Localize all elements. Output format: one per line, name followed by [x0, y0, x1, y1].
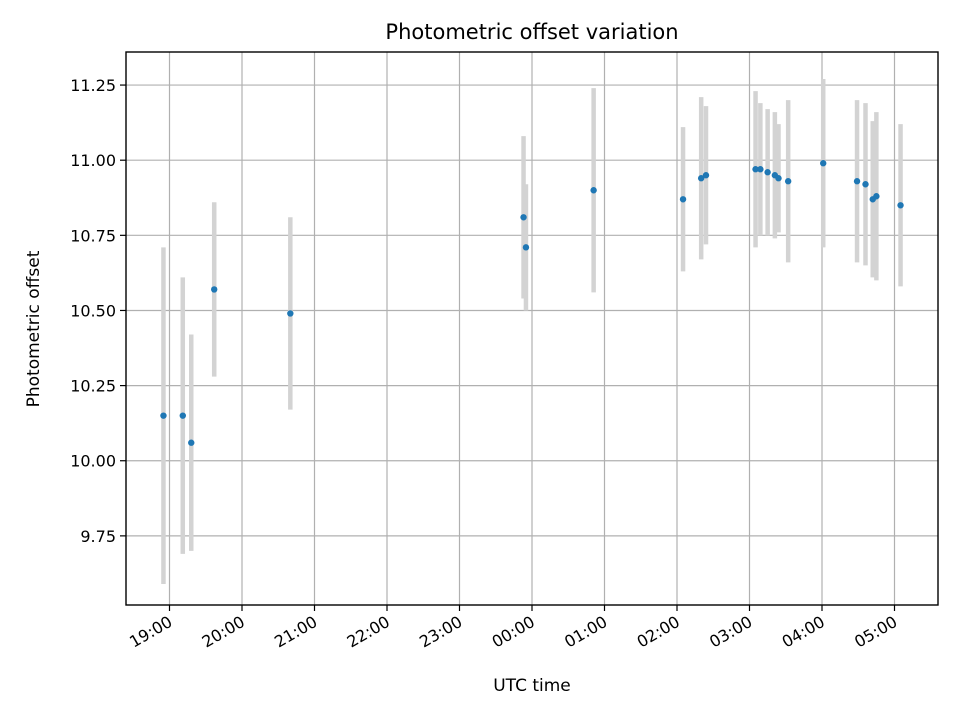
- x-tick-label: 22:00: [344, 612, 393, 652]
- data-point: [873, 193, 880, 200]
- y-axis-label: Photometric offset: [24, 250, 44, 407]
- y-tick-label: 10.75: [70, 226, 116, 245]
- data-point: [287, 310, 294, 317]
- x-tick-label: 21:00: [271, 612, 320, 652]
- data-points: [160, 160, 904, 446]
- y-tick-label: 10.50: [70, 301, 116, 320]
- x-tick-label: 23:00: [416, 612, 465, 652]
- y-tick-label: 11.25: [70, 76, 116, 95]
- data-point: [897, 202, 904, 209]
- data-point: [520, 214, 527, 221]
- x-tick-label: 01:00: [561, 612, 610, 652]
- data-point: [702, 172, 710, 179]
- x-tick-label: 20:00: [199, 612, 248, 652]
- data-point: [764, 169, 771, 176]
- x-tick-label: 02:00: [634, 612, 683, 652]
- grid-lines: [126, 52, 938, 605]
- x-tick-label: 04:00: [779, 612, 828, 652]
- data-point: [820, 160, 827, 167]
- data-point: [679, 196, 687, 203]
- y-tick-label: 11.00: [70, 151, 116, 170]
- data-point: [590, 187, 597, 194]
- x-tick-label: 00:00: [489, 612, 538, 652]
- y-tick-label: 10.00: [70, 452, 116, 471]
- data-point: [211, 286, 218, 293]
- y-tick-label: 10.25: [70, 377, 116, 396]
- y-axis-ticks: 9.75 10.00 10.25 10.50 10.75 11.00 11.25: [70, 76, 126, 546]
- data-point: [853, 178, 861, 185]
- data-point: [862, 181, 869, 188]
- data-point: [775, 175, 782, 182]
- data-point: [697, 175, 705, 182]
- data-point: [752, 166, 759, 173]
- data-point: [757, 166, 764, 173]
- data-point: [160, 412, 167, 419]
- x-tick-label: 05:00: [851, 612, 900, 652]
- y-tick-label: 9.75: [80, 527, 116, 546]
- chart-title: Photometric offset variation: [385, 20, 678, 44]
- x-axis-ticks: 19:00 20:00 21:00 22:00 23:00 00:00 01:00 02:00…: [126, 605, 901, 652]
- x-axis-label: UTC time: [493, 676, 571, 696]
- data-point: [522, 244, 530, 251]
- data-point: [784, 178, 792, 185]
- data-point: [179, 412, 186, 419]
- x-tick-label: 19:00: [126, 612, 175, 652]
- x-tick-label: 03:00: [706, 612, 755, 652]
- data-point: [188, 439, 195, 446]
